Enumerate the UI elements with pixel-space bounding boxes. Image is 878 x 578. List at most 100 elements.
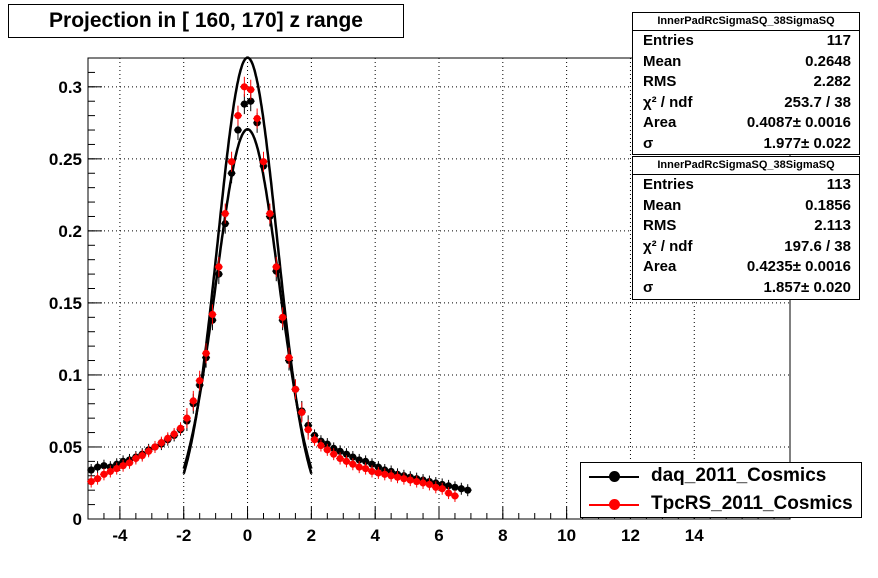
y-tick-label: 0.15 bbox=[49, 294, 82, 313]
data-point-tpcrs bbox=[362, 464, 370, 473]
data-point-tpcrs bbox=[215, 263, 223, 271]
data-point-tpcrs bbox=[413, 477, 421, 486]
stats-label: Mean bbox=[643, 52, 682, 70]
data-point-tpcrs bbox=[336, 454, 344, 463]
stats-row-chi2: χ² / ndf 197.6 / 38 bbox=[633, 237, 859, 258]
data-point-daq bbox=[457, 485, 465, 493]
data-point-tpcrs bbox=[419, 479, 427, 487]
data-point-tpcrs bbox=[291, 385, 300, 393]
stats-header: InnerPadRcSigmaSQ_38SigmaSQ bbox=[633, 13, 859, 31]
data-point-tpcrs bbox=[310, 436, 319, 444]
data-point-tpcrs bbox=[400, 475, 408, 483]
data-point-tpcrs bbox=[451, 492, 459, 500]
data-point-tpcrs bbox=[381, 470, 389, 478]
stats-value: 2.113 bbox=[814, 217, 851, 234]
fit-curves bbox=[182, 56, 313, 475]
y-tick-label: 0.2 bbox=[58, 222, 82, 241]
stats-value: 0.4235± 0.0016 bbox=[746, 258, 851, 275]
data-point-daq bbox=[362, 457, 370, 465]
data-point-tpcrs bbox=[113, 464, 121, 473]
y-tick-label: 0.25 bbox=[49, 150, 82, 169]
data-point-tpcrs bbox=[106, 467, 114, 476]
data-point-daq bbox=[342, 450, 351, 458]
x-tick-label: 0 bbox=[243, 526, 252, 545]
data-point-tpcrs bbox=[387, 472, 395, 480]
data-point-tpcrs bbox=[272, 263, 280, 271]
x-tick-label: 4 bbox=[370, 526, 380, 545]
stats-box-daq: InnerPadRcSigmaSQ_38SigmaSQ Entries 117 M… bbox=[632, 12, 860, 155]
stats-label: Entries bbox=[643, 32, 694, 49]
x-tick-label: 6 bbox=[434, 526, 443, 545]
data-point-tpcrs bbox=[100, 470, 108, 478]
data-point-daq bbox=[234, 126, 242, 134]
stats-row-sigma: σ 1.857± 0.020 bbox=[633, 278, 859, 299]
data-point-tpcrs bbox=[342, 457, 351, 465]
stats-label: σ bbox=[643, 278, 654, 296]
data-point-tpcrs bbox=[189, 397, 197, 405]
axes: -4 -2 0 2 4 6 8 10 12 14 0 0.05 0.1 0.15 0.2 0.25 0.3 bbox=[49, 57, 791, 545]
data-point-tpcrs bbox=[176, 424, 185, 432]
stats-value: 197.6 / 38 bbox=[784, 237, 851, 255]
data-point-tpcrs bbox=[164, 434, 172, 442]
data-point-tpcrs bbox=[208, 310, 217, 319]
data-point-tpcrs bbox=[406, 476, 414, 484]
data-point-tpcrs bbox=[151, 443, 159, 451]
data-point-tpcrs bbox=[227, 158, 236, 166]
data-point-daq bbox=[451, 483, 459, 491]
data-point-tpcrs bbox=[438, 485, 446, 493]
data-point-tpcrs bbox=[247, 86, 255, 94]
x-tick-label: -4 bbox=[112, 526, 128, 545]
data-point-daq bbox=[221, 220, 229, 228]
x-tick-label: 12 bbox=[621, 526, 640, 545]
data-point-tpcrs bbox=[285, 354, 293, 362]
data-point-daq bbox=[87, 466, 95, 474]
data-point-tpcrs bbox=[234, 112, 242, 120]
data-point-tpcrs bbox=[304, 426, 312, 434]
data-point-tpcrs bbox=[432, 483, 440, 491]
data-point-daq bbox=[349, 453, 357, 461]
data-points bbox=[87, 76, 472, 502]
data-point-tpcrs bbox=[266, 209, 274, 218]
data-point-daq bbox=[100, 462, 108, 470]
data-point-tpcrs bbox=[221, 209, 229, 218]
data-point-daq bbox=[227, 169, 236, 177]
stats-label: χ² / ndf bbox=[643, 237, 693, 255]
data-point-tpcrs bbox=[87, 477, 95, 486]
x-tick-label: 10 bbox=[557, 526, 576, 545]
data-point-daq bbox=[247, 97, 255, 105]
x-tick-label: 2 bbox=[307, 526, 316, 545]
stats-value: 117 bbox=[826, 32, 851, 49]
data-point-daq bbox=[368, 460, 376, 468]
data-point-tpcrs bbox=[132, 454, 140, 463]
stats-box-tpcrs: InnerPadRcSigmaSQ_38SigmaSQ Entries 113 M… bbox=[632, 156, 860, 300]
chart-title: Projection in [ 160, 170] z range bbox=[8, 4, 404, 38]
stats-label: Area bbox=[643, 114, 677, 131]
data-point-tpcrs bbox=[323, 446, 331, 454]
stats-value: 2.282 bbox=[813, 73, 851, 90]
data-point-daq bbox=[240, 100, 248, 108]
data-point-tpcrs bbox=[196, 377, 204, 385]
stats-label: σ bbox=[643, 134, 654, 152]
data-point-tpcrs bbox=[157, 439, 165, 447]
stats-row-entries: Entries 113 bbox=[633, 175, 859, 196]
stats-value: 1.977± 0.022 bbox=[763, 134, 851, 152]
data-point-tpcrs bbox=[138, 452, 146, 460]
data-point-daq bbox=[464, 486, 472, 494]
data-point-tpcrs bbox=[183, 414, 191, 422]
stats-value: 113 bbox=[826, 176, 851, 193]
stats-row-area: Area 0.4087± 0.0016 bbox=[633, 113, 859, 134]
legend-entry-daq: daq_2011_Cosmics bbox=[581, 464, 861, 490]
stats-label: RMS bbox=[643, 217, 677, 234]
stats-row-mean: Mean 0.2648 bbox=[633, 52, 859, 73]
data-point-tpcrs bbox=[349, 460, 357, 468]
data-point-tpcrs bbox=[253, 114, 261, 123]
data-point-daq bbox=[355, 456, 363, 464]
data-point-daq bbox=[444, 482, 453, 490]
data-point-tpcrs bbox=[93, 475, 102, 483]
stats-label: Entries bbox=[643, 176, 694, 193]
legend-entry-tpcrs: TpcRS_2011_Cosmics bbox=[581, 492, 861, 518]
stats-value: 253.7 / 38 bbox=[784, 93, 851, 111]
data-point-tpcrs bbox=[425, 480, 434, 489]
data-point-tpcrs bbox=[259, 158, 268, 166]
